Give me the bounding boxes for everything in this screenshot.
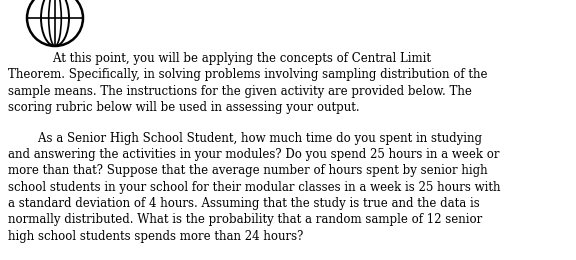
Text: school students in your school for their modular classes in a week is 25 hours w: school students in your school for their…: [8, 181, 501, 194]
Text: scoring rubric below will be used in assessing your output.: scoring rubric below will be used in ass…: [8, 101, 359, 114]
Text: Theorem. Specifically, in solving problems involving sampling distribution of th: Theorem. Specifically, in solving proble…: [8, 68, 487, 81]
Text: As a Senior High School Student, how much time do you spent in studying: As a Senior High School Student, how muc…: [8, 132, 482, 145]
Text: sample means. The instructions for the given activity are provided below. The: sample means. The instructions for the g…: [8, 85, 472, 98]
Text: and answering the activities in your modules? Do you spend 25 hours in a week or: and answering the activities in your mod…: [8, 148, 499, 161]
Text: high school students spends more than 24 hours?: high school students spends more than 24…: [8, 230, 304, 243]
Text: normally distributed. What is the probability that a random sample of 12 senior: normally distributed. What is the probab…: [8, 213, 482, 226]
Text: At this point, you will be applying the concepts of Central Limit: At this point, you will be applying the …: [8, 52, 431, 65]
Text: a standard deviation of 4 hours. Assuming that the study is true and the data is: a standard deviation of 4 hours. Assumin…: [8, 197, 480, 210]
Text: more than that? Suppose that the average number of hours spent by senior high: more than that? Suppose that the average…: [8, 164, 488, 177]
